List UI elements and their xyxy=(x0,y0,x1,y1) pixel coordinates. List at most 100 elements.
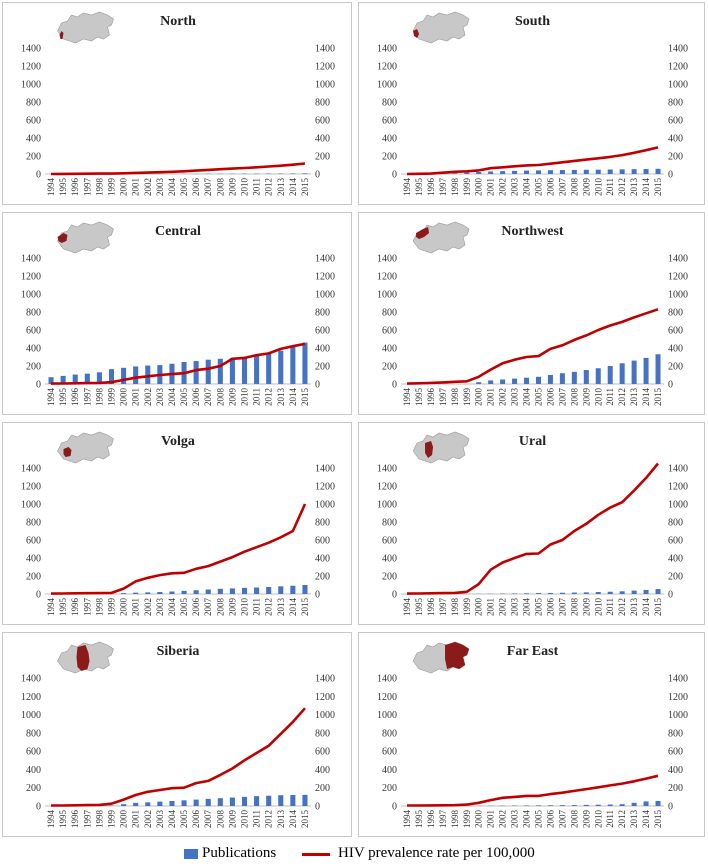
publications-bar xyxy=(571,169,577,174)
russia-outline xyxy=(57,221,114,254)
y-tick-left: 600 xyxy=(382,536,397,547)
y-tick-left: 0 xyxy=(392,170,397,181)
publications-bar xyxy=(619,804,625,806)
x-tick-label: 2010 xyxy=(240,598,250,617)
publications-bar xyxy=(452,173,458,174)
region-highlight xyxy=(445,642,470,669)
x-tick-label: 2005 xyxy=(179,388,189,407)
x-tick-label: 2014 xyxy=(641,810,651,829)
y-tick-right: 200 xyxy=(315,783,330,794)
x-tick-label: 1996 xyxy=(426,810,436,829)
x-tick-label: 1998 xyxy=(94,810,104,829)
y-tick-right: 1400 xyxy=(315,44,335,55)
y-tick-left: 200 xyxy=(26,572,41,583)
x-tick-label: 2009 xyxy=(227,388,237,407)
x-tick-label: 2006 xyxy=(191,810,201,829)
y-tick-right: 1400 xyxy=(315,674,335,685)
publications-bar xyxy=(157,592,163,594)
y-tick-right: 800 xyxy=(315,308,330,319)
hiv-prevalence-line xyxy=(51,707,306,807)
publications-bar xyxy=(571,371,577,384)
y-tick-right: 800 xyxy=(668,98,683,109)
publications-bar xyxy=(524,377,530,384)
publications-bar xyxy=(133,592,139,594)
y-tick-left: 400 xyxy=(382,344,397,355)
y-tick-left: 1400 xyxy=(21,254,41,265)
chart-panel-ural: Ural 0 0 200 200 400 400 600 600 800 800 1000 1000 12… xyxy=(358,422,705,625)
x-tick-label: 2010 xyxy=(240,810,250,829)
x-tick-label: 1996 xyxy=(70,810,80,829)
y-tick-right: 800 xyxy=(315,98,330,109)
x-tick-label: 1994 xyxy=(46,598,56,617)
hiv-prevalence-line xyxy=(50,503,307,595)
y-tick-right: 1000 xyxy=(315,500,335,511)
x-tick-label: 2005 xyxy=(533,598,543,617)
x-tick-label: 2001 xyxy=(486,388,496,406)
publications-bar xyxy=(169,800,175,806)
publications-bar xyxy=(48,377,54,384)
publications-bar xyxy=(464,172,470,174)
x-tick-label: 2004 xyxy=(167,810,177,829)
region-map-icon xyxy=(57,431,114,464)
region-highlight xyxy=(63,447,72,457)
x-tick-label: 2008 xyxy=(215,388,225,407)
x-tick-label: 1997 xyxy=(82,810,92,829)
publications-bar xyxy=(488,171,494,174)
region-highlight xyxy=(425,441,434,458)
x-tick-label: 2011 xyxy=(605,810,615,828)
x-tick-label: 2011 xyxy=(252,810,262,828)
publications-bar xyxy=(595,169,601,174)
publications-bar xyxy=(229,357,235,384)
y-tick-right: 1200 xyxy=(668,272,688,283)
legend-hiv-swatch xyxy=(302,853,330,856)
y-tick-right: 1200 xyxy=(315,62,335,73)
y-tick-right: 400 xyxy=(668,765,683,776)
x-tick-label: 2009 xyxy=(581,810,591,829)
y-tick-right: 1000 xyxy=(668,710,688,721)
x-tick-label: 1995 xyxy=(414,810,424,829)
x-tick-label: 2015 xyxy=(653,598,663,617)
publications-bar xyxy=(547,375,553,384)
publications-bar xyxy=(266,353,272,384)
x-tick-label: 2000 xyxy=(119,388,129,407)
chart-title: Central xyxy=(155,224,201,239)
x-tick-label: 1998 xyxy=(94,388,104,407)
x-tick-label: 2014 xyxy=(288,178,298,197)
x-tick-label: 2012 xyxy=(264,598,274,616)
publications-bar xyxy=(133,366,139,384)
chart-svg: Central 0 0 200 200 400 400 600 600 800 800 1000 100… xyxy=(21,221,335,407)
publications-bar xyxy=(302,794,308,806)
y-tick-left: 1000 xyxy=(377,710,397,721)
x-tick-label: 2007 xyxy=(557,178,567,197)
publications-bar xyxy=(193,590,199,594)
y-tick-right: 600 xyxy=(315,116,330,127)
x-tick-label: 2006 xyxy=(191,598,201,617)
russia-outline xyxy=(412,431,470,464)
y-tick-right: 600 xyxy=(315,326,330,337)
y-tick-left: 600 xyxy=(26,536,41,547)
y-tick-left: 0 xyxy=(36,170,41,181)
y-tick-right: 1200 xyxy=(315,692,335,703)
y-tick-left: 800 xyxy=(382,98,397,109)
x-tick-label: 1996 xyxy=(426,598,436,617)
hiv-prevalence-line xyxy=(50,342,306,385)
x-tick-label: 2003 xyxy=(155,810,165,829)
x-tick-label: 2004 xyxy=(522,388,532,407)
chart-panel-north: North 0 0 200 200 400 400 600 600 800 800 1000 1000 1… xyxy=(2,2,352,205)
x-tick-label: 2010 xyxy=(593,388,603,407)
publications-bar xyxy=(96,372,102,384)
publications-bar xyxy=(205,589,211,594)
x-tick-label: 2013 xyxy=(276,178,286,197)
chart-svg: Ural 0 0 200 200 400 400 600 600 800 800 1000 1000 12… xyxy=(377,431,688,617)
x-tick-label: 2014 xyxy=(641,388,651,407)
x-tick-label: 2007 xyxy=(203,178,213,197)
chart-title: South xyxy=(515,14,550,29)
x-tick-label: 2001 xyxy=(486,598,496,616)
legend-publications-swatch xyxy=(184,849,198,859)
y-tick-left: 1000 xyxy=(377,80,397,91)
publications-bar xyxy=(583,804,589,806)
x-tick-label: 2002 xyxy=(498,388,508,406)
x-tick-label: 2005 xyxy=(533,388,543,407)
publications-bar xyxy=(193,361,199,384)
